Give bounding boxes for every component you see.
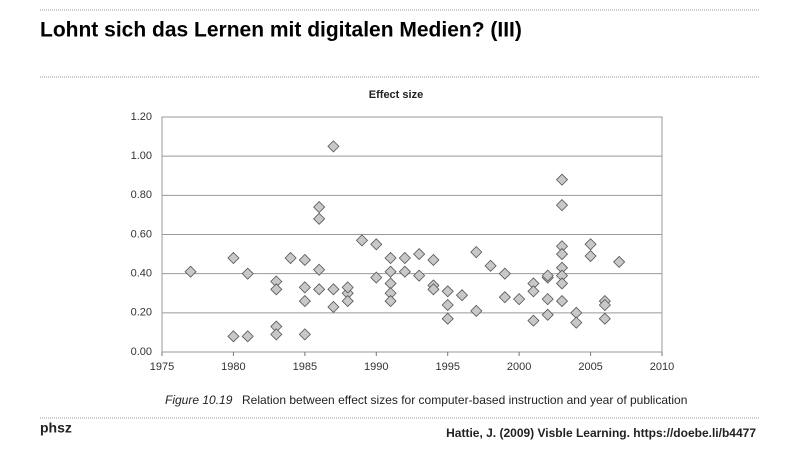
point	[398, 251, 411, 265]
point	[384, 295, 397, 308]
point	[541, 293, 554, 306]
point	[484, 259, 497, 272]
y-tick-label: 0.60	[131, 228, 152, 240]
point	[241, 267, 254, 280]
x-tick-label: 2005	[578, 361, 602, 373]
x-tick-label: 1995	[435, 361, 459, 373]
point	[370, 271, 383, 284]
x-tick-label: 1985	[293, 361, 317, 373]
point	[370, 238, 383, 251]
x-tick-label: 1975	[150, 361, 174, 373]
point	[598, 298, 611, 312]
point	[227, 251, 240, 265]
point	[355, 234, 369, 247]
point	[298, 295, 311, 308]
x-tick-label: 1990	[364, 361, 388, 373]
point	[441, 285, 454, 298]
slide-title: Lohnt sich das Lernen mit digitalen Medi…	[40, 19, 522, 42]
point	[270, 283, 283, 296]
point	[541, 269, 554, 282]
y-tick-label: 1.20	[131, 111, 152, 123]
point	[313, 283, 326, 296]
point	[613, 255, 626, 268]
plot: 0.00 0.20 0.40 0.60 0.80 1.00 1.20 1975 1980 1985…	[131, 111, 675, 373]
point	[327, 140, 340, 153]
point	[441, 312, 454, 325]
point	[498, 291, 511, 304]
point	[398, 265, 411, 278]
point	[584, 249, 597, 263]
point	[313, 212, 326, 225]
point	[555, 277, 569, 290]
point	[341, 295, 354, 308]
point	[341, 281, 354, 294]
point	[427, 283, 440, 296]
point	[227, 330, 240, 343]
point	[498, 267, 511, 280]
point	[555, 248, 569, 261]
point	[527, 285, 540, 298]
point	[313, 263, 326, 276]
point	[384, 265, 397, 278]
chart-title: Effect size	[369, 89, 423, 101]
point	[413, 248, 426, 261]
caption-label: Figure 10.19	[165, 393, 233, 407]
x-tick-label: 2000	[507, 361, 531, 373]
point	[427, 253, 440, 267]
point	[541, 308, 554, 321]
point	[584, 238, 597, 251]
point	[527, 314, 540, 327]
logo: phsz	[40, 420, 72, 436]
y-tick-label: 0.40	[131, 268, 152, 280]
point	[270, 328, 283, 341]
caption: Relation between effect sizes for comput…	[242, 393, 687, 407]
point	[513, 293, 526, 306]
point	[241, 330, 254, 343]
point	[570, 316, 583, 329]
point	[384, 251, 397, 265]
y-tick-label: 0.80	[131, 189, 152, 201]
point	[327, 283, 340, 296]
citation: Hattie, J. (2009) Visble Learning. https…	[446, 426, 756, 440]
point	[470, 246, 483, 259]
point	[284, 251, 297, 265]
point	[413, 269, 426, 282]
point	[327, 300, 340, 314]
point	[313, 201, 326, 214]
point	[184, 265, 197, 278]
point	[298, 328, 311, 341]
y-tick-label: 0.20	[131, 307, 152, 319]
x-tick-label: 1980	[221, 361, 245, 373]
point	[555, 199, 569, 212]
point	[298, 281, 311, 294]
x-tick-label: 2010	[650, 361, 674, 373]
point	[455, 289, 469, 302]
y-tick-label: 0.00	[131, 346, 152, 358]
point	[598, 312, 611, 325]
point	[298, 253, 311, 267]
point	[555, 295, 569, 308]
point	[555, 173, 569, 186]
point	[441, 298, 454, 312]
point	[470, 304, 483, 317]
y-tick-label: 1.00	[131, 150, 152, 162]
